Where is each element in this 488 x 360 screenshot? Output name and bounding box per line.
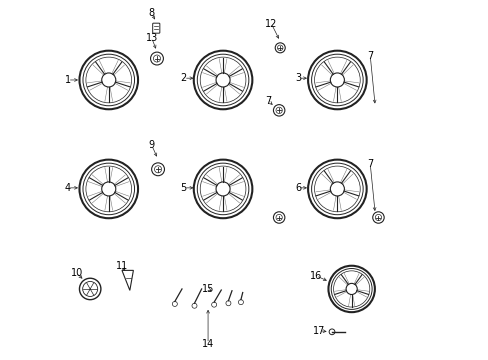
Text: 16: 16 <box>309 271 322 281</box>
Text: 12: 12 <box>264 18 277 28</box>
Text: 9: 9 <box>148 140 154 150</box>
Text: 2: 2 <box>180 73 186 83</box>
Text: 4: 4 <box>64 183 71 193</box>
Text: 17: 17 <box>313 326 325 336</box>
Text: 7: 7 <box>265 96 271 107</box>
Text: 7: 7 <box>366 159 373 169</box>
Text: 3: 3 <box>294 73 301 83</box>
Text: 5: 5 <box>180 183 186 193</box>
Text: 7: 7 <box>366 51 373 61</box>
Text: 13: 13 <box>145 33 158 43</box>
Text: 1: 1 <box>64 75 71 85</box>
Text: 11: 11 <box>116 261 128 271</box>
Text: 6: 6 <box>294 183 301 193</box>
Text: 10: 10 <box>70 268 82 278</box>
Text: 8: 8 <box>148 8 154 18</box>
Text: 15: 15 <box>202 284 214 294</box>
Text: 14: 14 <box>202 339 214 348</box>
